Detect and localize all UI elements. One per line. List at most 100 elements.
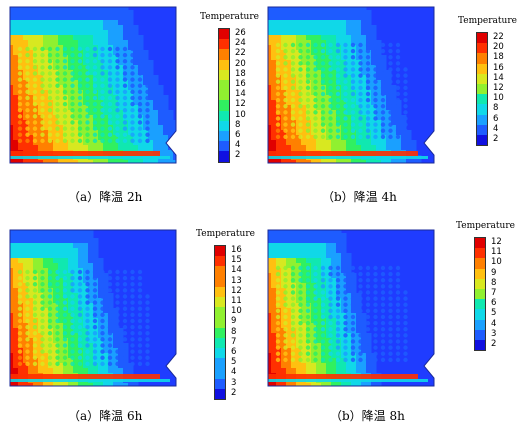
legend-swatch	[219, 69, 229, 80]
legend-swatch	[215, 378, 225, 389]
legend-a-6h: Temperature 16 15 14 13 12 11 10 9 8 7 6 5 4 3 2	[196, 229, 258, 400]
legend-swatch	[219, 80, 229, 91]
legend-colorbar	[214, 245, 226, 400]
legend-swatch	[477, 114, 487, 125]
legend-swatch	[215, 327, 225, 338]
legend-label: 24	[235, 38, 246, 49]
legend-label: 10	[491, 257, 502, 268]
legend-label: 8	[493, 103, 499, 114]
legend-label: 14	[493, 72, 504, 83]
legend-label: 7	[491, 288, 497, 298]
legend-label: 14	[231, 265, 242, 276]
legend-swatch	[475, 309, 485, 320]
legend-label: 11	[231, 296, 242, 306]
legend-swatch	[477, 43, 487, 54]
legend-swatch	[475, 319, 485, 330]
legend-swatch	[475, 289, 485, 300]
legend-label: 2	[491, 339, 497, 349]
contour-canvas-b-8h	[267, 229, 435, 387]
legend-label: 20	[493, 42, 504, 53]
legend-swatch	[219, 100, 229, 111]
legend-swatch	[477, 94, 487, 105]
legend-label: 6	[231, 347, 237, 357]
legend-swatch	[219, 39, 229, 50]
legend-label: 16	[493, 62, 504, 73]
legend-swatch	[475, 278, 485, 289]
caption-b-8h: （b）降温 8h	[330, 409, 405, 423]
legend-swatch	[219, 49, 229, 60]
legend-label: 8	[231, 326, 237, 337]
legend-swatch	[475, 248, 485, 259]
legend-label: 10	[235, 109, 246, 120]
legend-label: 9	[491, 267, 497, 278]
legend-swatch	[215, 348, 225, 359]
legend-label: 2	[231, 387, 237, 398]
contour-canvas-b-4h	[267, 6, 435, 164]
legend-label: 6	[235, 130, 241, 140]
legend-label: 12	[235, 99, 246, 110]
legend-label: 3	[231, 377, 237, 388]
legend-label: 20	[235, 58, 246, 69]
legend-swatch	[219, 59, 229, 70]
legend-label: 3	[491, 328, 497, 339]
contour-plot-b-8h	[266, 228, 456, 392]
legend-title: Temperature	[456, 221, 515, 231]
legend-swatch	[215, 266, 225, 277]
domain-outline	[9, 6, 177, 164]
legend-swatch	[215, 256, 225, 267]
legend-label: 6	[493, 113, 499, 124]
domain-outline	[9, 229, 177, 387]
legend-swatch	[477, 33, 487, 44]
contour-canvas-a-6h	[9, 229, 177, 387]
legend-label: 5	[491, 308, 497, 319]
domain-outline	[267, 6, 435, 164]
legend-label: 18	[493, 52, 504, 63]
legend-swatch	[475, 329, 485, 340]
legend-swatch	[219, 151, 229, 162]
caption-a-6h: （a）降温 6h	[68, 409, 143, 423]
legend-label: 9	[231, 316, 237, 327]
legend-swatch	[477, 53, 487, 64]
legend-swatch	[477, 84, 487, 95]
caption-a-2h: （a）降温 2h	[68, 190, 143, 204]
legend-swatch	[215, 368, 225, 379]
legend-b-8h: Temperature 12 11 10 9 8 7 6 5 4 3 2	[456, 221, 518, 371]
legend-swatch	[475, 268, 485, 279]
legend-swatch	[475, 340, 485, 351]
legend-label: 12	[491, 237, 502, 247]
legend-swatch	[475, 299, 485, 310]
legend-swatch	[219, 29, 229, 40]
domain-outline	[267, 229, 435, 387]
legend-swatch	[477, 73, 487, 84]
legend-label: 11	[491, 247, 502, 258]
legend-label: 13	[231, 275, 242, 286]
legend-b-4h: Temperature 22 20 18 16 14 12 10 8 6 4 2	[458, 16, 520, 166]
legend-title: Temperature	[200, 12, 259, 22]
legend-label: 4	[491, 318, 497, 329]
legend-colorbar	[476, 32, 488, 147]
legend-colorbar	[474, 237, 486, 352]
legend-swatch	[215, 317, 225, 328]
legend-colorbar	[218, 28, 230, 163]
legend-swatch	[219, 131, 229, 142]
legend-label: 10	[493, 93, 504, 104]
legend-title: Temperature	[458, 16, 517, 26]
legend-swatch	[215, 307, 225, 318]
legend-label: 15	[231, 255, 242, 266]
legend-swatch	[215, 286, 225, 297]
caption-b-4h: （b）降温 4h	[322, 190, 397, 204]
contour-plot-a-6h	[8, 228, 198, 392]
legend-label: 16	[231, 245, 242, 255]
legend-label: 22	[493, 32, 504, 42]
legend-swatch	[215, 388, 225, 399]
legend-label: 5	[231, 357, 237, 368]
contour-canvas-a-2h	[9, 6, 177, 164]
legend-label: 12	[231, 285, 242, 296]
legend-label: 4	[493, 123, 499, 134]
legend-label: 16	[235, 79, 246, 89]
legend-swatch	[215, 297, 225, 308]
legend-swatch	[219, 141, 229, 152]
legend-label: 22	[235, 48, 246, 59]
legend-label: 4	[231, 367, 237, 378]
legend-label: 18	[235, 68, 246, 79]
